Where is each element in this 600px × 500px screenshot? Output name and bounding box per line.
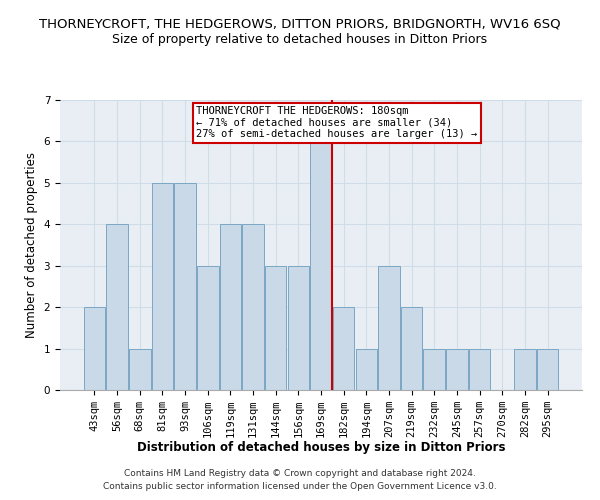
Bar	[310, 142, 332, 390]
Text: Size of property relative to detached houses in Ditton Priors: Size of property relative to detached ho…	[112, 32, 488, 46]
Bar	[537, 348, 558, 390]
Bar	[106, 224, 128, 390]
Bar	[152, 183, 173, 390]
Text: Contains public sector information licensed under the Open Government Licence v3: Contains public sector information licen…	[103, 482, 497, 491]
Bar	[220, 224, 241, 390]
Text: Distribution of detached houses by size in Ditton Priors: Distribution of detached houses by size …	[137, 441, 505, 454]
Bar	[424, 348, 445, 390]
Bar	[356, 348, 377, 390]
Bar	[469, 348, 490, 390]
Bar	[401, 307, 422, 390]
Bar	[287, 266, 309, 390]
Bar	[175, 183, 196, 390]
Text: Contains HM Land Registry data © Crown copyright and database right 2024.: Contains HM Land Registry data © Crown c…	[124, 468, 476, 477]
Bar	[514, 348, 536, 390]
Bar	[333, 307, 355, 390]
Bar	[265, 266, 286, 390]
Bar	[197, 266, 218, 390]
Bar	[446, 348, 467, 390]
Bar	[242, 224, 264, 390]
Bar	[84, 307, 105, 390]
Text: THORNEYCROFT, THE HEDGEROWS, DITTON PRIORS, BRIDGNORTH, WV16 6SQ: THORNEYCROFT, THE HEDGEROWS, DITTON PRIO…	[39, 18, 561, 30]
Bar	[378, 266, 400, 390]
Y-axis label: Number of detached properties: Number of detached properties	[25, 152, 38, 338]
Bar	[129, 348, 151, 390]
Text: THORNEYCROFT THE HEDGEROWS: 180sqm
← 71% of detached houses are smaller (34)
27%: THORNEYCROFT THE HEDGEROWS: 180sqm ← 71%…	[196, 106, 478, 140]
